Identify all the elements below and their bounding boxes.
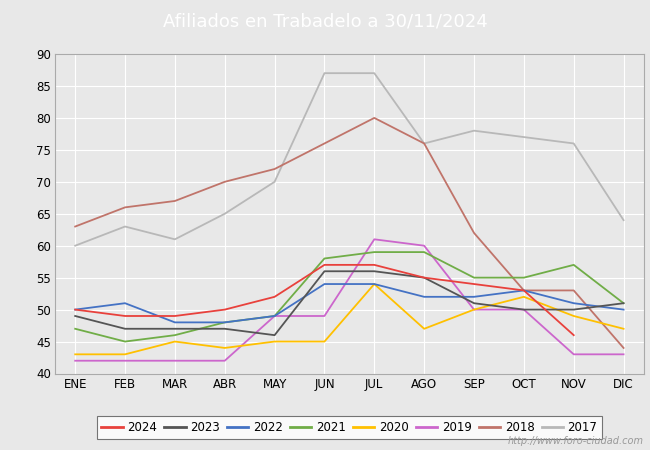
Text: http://www.foro-ciudad.com: http://www.foro-ciudad.com: [508, 436, 644, 446]
Legend: 2024, 2023, 2022, 2021, 2020, 2019, 2018, 2017: 2024, 2023, 2022, 2021, 2020, 2019, 2018…: [97, 416, 602, 439]
Text: Afiliados en Trabadelo a 30/11/2024: Afiliados en Trabadelo a 30/11/2024: [162, 12, 488, 31]
